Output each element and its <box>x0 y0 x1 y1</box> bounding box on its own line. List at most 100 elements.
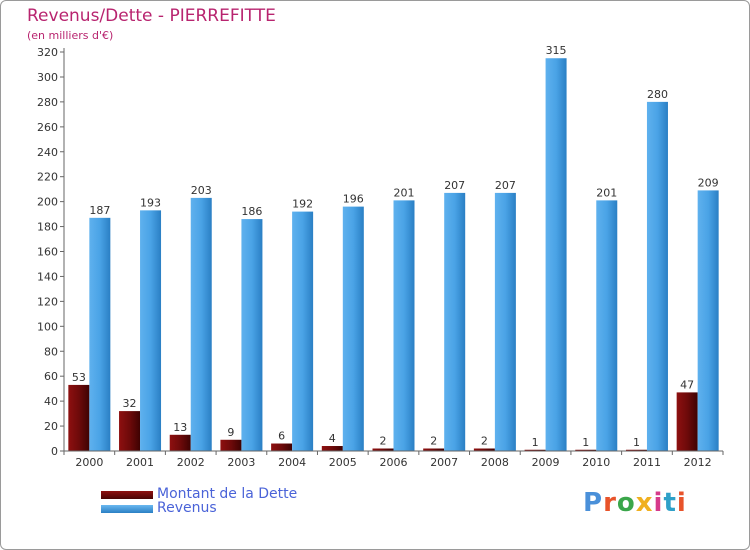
data-label-debt: 4 <box>329 432 336 445</box>
y-tick-label: 120 <box>37 295 58 308</box>
data-label-debt: 2 <box>430 435 437 448</box>
y-tick-label: 160 <box>37 246 58 259</box>
bar-debt-2002 <box>169 434 191 451</box>
data-label-revenus: 280 <box>647 88 668 101</box>
bar-revenus-2004 <box>292 211 314 451</box>
data-label-revenus: 193 <box>140 196 161 209</box>
bars: 53 187 32 193 13 203 9 186 6 192 4 196 2 201 2 207 2 207 1… <box>68 44 719 451</box>
bar-revenus-2007 <box>444 192 466 451</box>
legend: Montant de la Dette Revenus <box>101 486 361 516</box>
data-label-debt: 32 <box>123 397 137 410</box>
data-label-revenus: 207 <box>444 179 465 192</box>
data-label-revenus: 192 <box>292 198 313 211</box>
legend-swatch-debt <box>101 491 153 499</box>
bar-revenus-2005 <box>342 206 364 451</box>
logo-letter: t <box>663 488 677 518</box>
data-label-debt: 53 <box>72 371 86 384</box>
chart-title: Revenus/Dette - PIERREFITTE <box>27 6 276 26</box>
legend-swatch-revenus <box>101 505 153 513</box>
legend-item-debt: Montant de la Dette <box>101 486 361 502</box>
x-tick-label: 2008 <box>481 456 509 469</box>
bar-revenus-2009 <box>545 58 567 451</box>
bar-debt-2009 <box>524 449 546 451</box>
data-label-debt: 9 <box>227 426 234 439</box>
x-tick-label: 2009 <box>532 456 560 469</box>
bar-revenus-2003 <box>241 219 263 451</box>
y-tick-label: 100 <box>37 320 58 333</box>
data-label-debt: 1 <box>532 436 539 449</box>
y-tick-label: 240 <box>37 146 58 159</box>
x-tick-label: 2002 <box>177 456 205 469</box>
x-tick-label: 2004 <box>278 456 306 469</box>
y-tick-label: 300 <box>37 71 58 84</box>
bar-revenus-2001 <box>140 210 162 451</box>
y-tick-label: 220 <box>37 171 58 184</box>
data-label-revenus: 201 <box>596 186 617 199</box>
y-tick-label: 40 <box>44 395 58 408</box>
data-label-debt: 1 <box>633 436 640 449</box>
bar-debt-2005 <box>321 446 343 451</box>
bar-revenus-2012 <box>697 190 719 451</box>
logo-letter: i <box>676 488 687 518</box>
bar-debt-2000 <box>68 384 90 451</box>
data-label-debt: 2 <box>380 435 387 448</box>
x-tick-label: 2001 <box>126 456 154 469</box>
bar-debt-2012 <box>676 392 698 451</box>
bar-revenus-2000 <box>89 217 111 451</box>
data-label-revenus: 196 <box>343 193 364 206</box>
y-tick-label: 280 <box>37 96 58 109</box>
bar-revenus-2010 <box>596 200 618 451</box>
y-tick-label: 0 <box>51 445 58 458</box>
legend-label-revenus: Revenus <box>157 500 217 516</box>
logo-letter: P <box>583 488 604 518</box>
x-tick-label: 2011 <box>633 456 661 469</box>
x-axis: 2000 2001 2002 2003 2004 2005 2006 2007 2008 2009… <box>63 451 724 469</box>
bar-debt-2011 <box>625 449 647 451</box>
bar-debt-2007 <box>423 448 445 451</box>
legend-label-debt: Montant de la Dette <box>157 486 298 502</box>
proxiti-logo: Proxiti <box>583 488 687 518</box>
y-tick-label: 320 <box>37 46 58 59</box>
data-label-revenus: 315 <box>546 44 567 57</box>
bar-debt-2003 <box>220 439 242 451</box>
bar-debt-2001 <box>119 411 141 451</box>
y-tick-label: 80 <box>44 345 58 358</box>
bar-revenus-2011 <box>646 101 668 451</box>
logo-letter: i <box>653 488 664 518</box>
logo-letter: r <box>603 488 617 518</box>
bar-debt-2004 <box>271 443 293 451</box>
data-label-debt: 13 <box>173 421 187 434</box>
y-tick-label: 140 <box>37 270 58 283</box>
data-label-debt: 47 <box>680 378 694 391</box>
x-tick-label: 2000 <box>75 456 103 469</box>
bar-debt-2010 <box>575 449 597 451</box>
logo-letter: o <box>616 488 636 518</box>
y-tick-label: 200 <box>37 196 58 209</box>
x-tick-label: 2012 <box>684 456 712 469</box>
bar-revenus-2008 <box>494 192 516 451</box>
x-tick-label: 2005 <box>329 456 357 469</box>
x-tick-label: 2010 <box>582 456 610 469</box>
data-label-revenus: 207 <box>495 179 516 192</box>
data-label-revenus: 203 <box>191 184 212 197</box>
bar-revenus-2002 <box>190 197 212 451</box>
y-tick-label: 20 <box>44 420 58 433</box>
x-tick-label: 2007 <box>430 456 458 469</box>
data-label-revenus: 187 <box>89 204 110 217</box>
chart-subtitle: (en milliers d'€) <box>27 29 114 42</box>
logo-letter: x <box>635 488 654 518</box>
y-tick-label: 260 <box>37 121 58 134</box>
bar-debt-2006 <box>372 448 394 451</box>
data-label-revenus: 209 <box>698 176 719 189</box>
bar-revenus-2006 <box>393 200 415 451</box>
x-tick-label: 2003 <box>227 456 255 469</box>
data-label-debt: 2 <box>481 435 488 448</box>
y-tick-label: 60 <box>44 370 58 383</box>
data-label-revenus: 201 <box>394 186 415 199</box>
y-tick-label: 180 <box>37 221 58 234</box>
data-label-debt: 6 <box>278 430 285 443</box>
legend-item-revenus: Revenus <box>101 500 361 516</box>
y-axis: 0 20 40 60 80 100 120 140 160 180 200 220 240 260 280 3… <box>37 46 64 458</box>
